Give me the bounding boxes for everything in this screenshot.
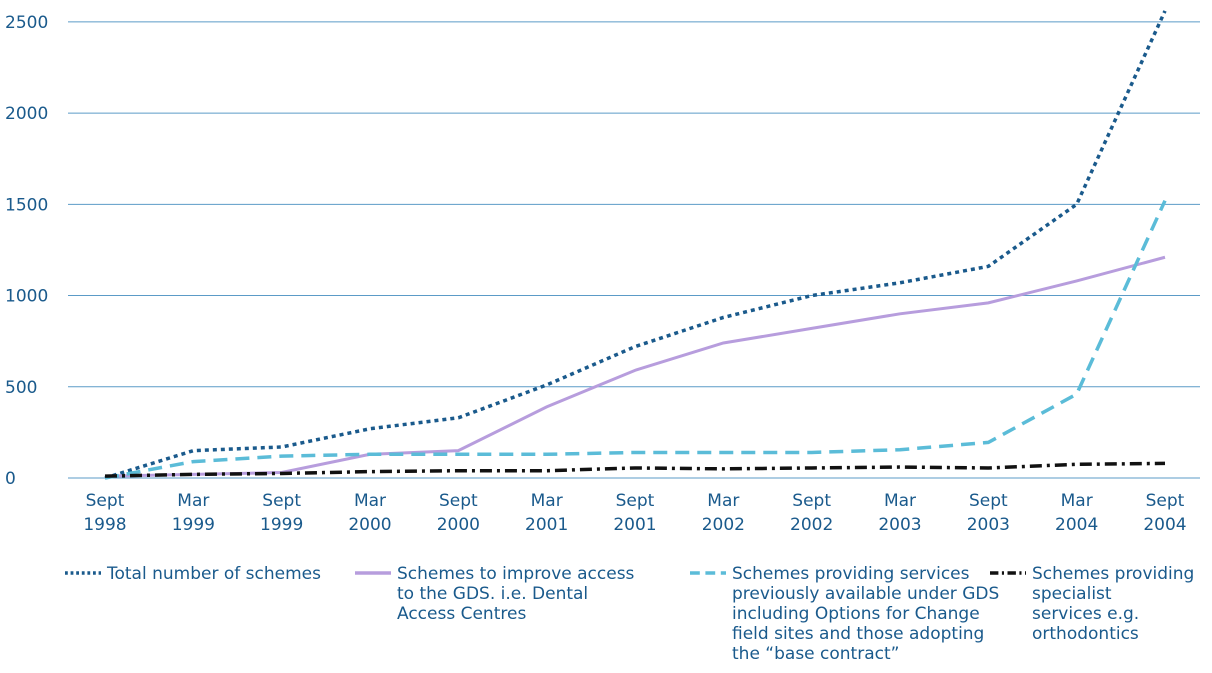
legend-label: Schemes providing specialist services e.g.… (1032, 564, 1194, 644)
legend-label: Schemes to improve access to the GDS. i.e… (397, 564, 635, 624)
x-tick-label: Sept 2002 (790, 491, 833, 535)
x-tick-label: Sept 1999 (260, 491, 303, 535)
x-tick-label: Sept 1998 (83, 491, 126, 535)
legend-label: Schemes providing services previously ava… (732, 564, 999, 664)
y-tick-label: 2500 (5, 13, 48, 33)
legend-label: Total number of schemes (106, 564, 321, 584)
series-line (104, 10, 1167, 480)
x-tick-label: Sept 2001 (613, 491, 656, 535)
series-line (104, 199, 1167, 480)
x-tick-label: Sept 2004 (1143, 491, 1186, 535)
x-tick-label: Mar 2000 (348, 491, 391, 535)
y-tick-label: 1500 (5, 195, 48, 215)
x-tick-label: Mar 2004 (1055, 491, 1098, 535)
y-tick-label: 0 (5, 469, 16, 489)
x-tick-label: Sept 2003 (967, 491, 1010, 535)
series-line (104, 255, 1166, 478)
x-tick-label: Mar 2003 (878, 491, 921, 535)
series-line (104, 461, 1166, 478)
x-tick-label: Mar 1999 (172, 491, 215, 535)
x-tick-label: Sept 2000 (437, 491, 480, 535)
x-tick-label: Mar 2002 (702, 491, 745, 535)
y-tick-label: 2000 (5, 104, 48, 124)
y-tick-label: 500 (5, 378, 37, 398)
x-tick-label: Mar 2001 (525, 491, 568, 535)
y-tick-label: 1000 (5, 287, 48, 307)
